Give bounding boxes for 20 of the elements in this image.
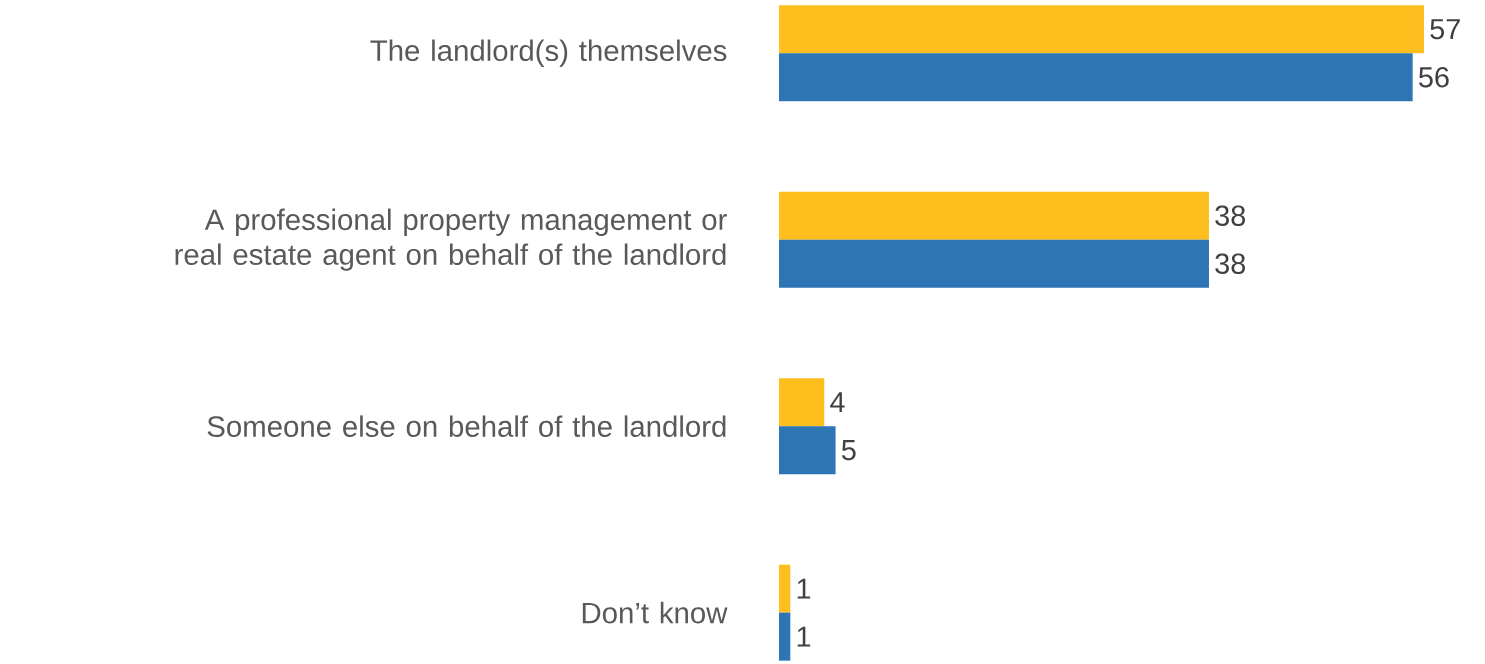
data-label: 38 (1215, 253, 1246, 274)
data-label: 38 (1215, 205, 1246, 226)
bar (779, 191, 1209, 240)
data-label: 56 (1419, 66, 1449, 88)
data-label: 5 (841, 440, 856, 461)
bar (779, 5, 1424, 54)
y-tick-label: A professional property management or real estate agent on behalf of the landlord (175, 208, 727, 271)
bar (779, 53, 1413, 102)
bar (779, 612, 791, 661)
bar (779, 564, 791, 613)
data-label: 57 (1430, 19, 1460, 40)
data-label: 4 (830, 392, 845, 413)
y-tick-label: The landlord(s) themselves (370, 39, 727, 67)
bar (779, 239, 1209, 288)
y-tick-label: Someone else on behalf of the landlord (207, 415, 726, 437)
bar (779, 426, 836, 475)
bar (779, 378, 825, 427)
y-tick-label: Don’t know (582, 601, 728, 624)
data-label: 1 (797, 626, 811, 647)
data-label: 1 (797, 578, 811, 599)
